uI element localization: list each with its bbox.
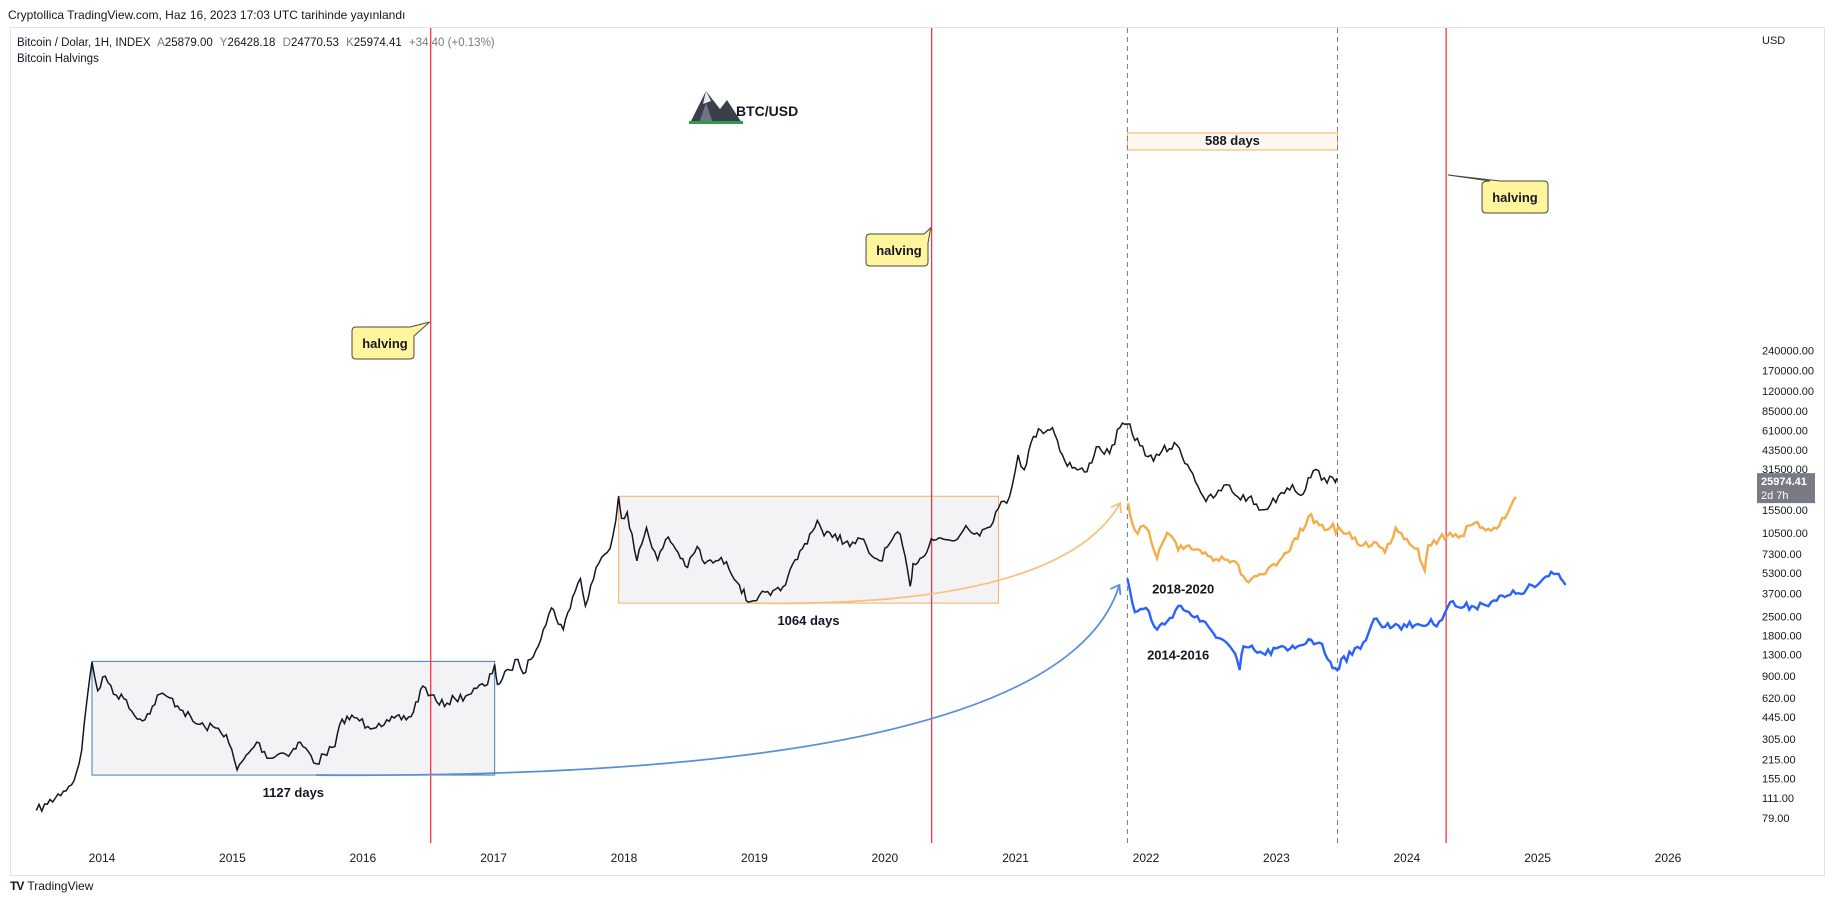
x-tick-label: 2026 xyxy=(1655,851,1682,865)
halving-callout-0[interactable] xyxy=(351,321,431,360)
low-value: 24770.53 xyxy=(290,37,339,49)
y-tick-label: 155.00 xyxy=(1762,774,1796,786)
y-tick-label: 215.00 xyxy=(1762,755,1796,767)
arrow-2014-2016 xyxy=(316,584,1121,777)
y-tick-label: 2500.00 xyxy=(1762,612,1802,624)
x-tick-label: 2022 xyxy=(1133,851,1160,865)
price-tag-value: 25974.41 xyxy=(1761,476,1807,488)
x-tick-label: 2017 xyxy=(480,851,507,865)
chart-title: BTC/USD xyxy=(736,103,798,119)
halving-callout-label-2: halving xyxy=(1492,190,1538,205)
axes: 2014 2015 2016 2017 2018 2019 2020 2021 2022 2023… xyxy=(89,35,1815,865)
y-tick-label: 111.00 xyxy=(1762,793,1794,805)
currency-label: USD xyxy=(1762,35,1785,47)
y-tick-label: 620.00 xyxy=(1762,693,1796,705)
range-label-0: 1127 days xyxy=(263,785,324,800)
y-tick-label: 43500.00 xyxy=(1762,445,1808,457)
y-tick-label: 7300.00 xyxy=(1762,549,1802,561)
halving-callout-1[interactable] xyxy=(865,226,932,267)
x-tick-label: 2015 xyxy=(219,851,246,865)
y-tick-label: 305.00 xyxy=(1762,734,1796,746)
close-label: K xyxy=(346,37,354,49)
price-series xyxy=(35,422,1567,814)
range-labels: 1127 days 1064 days 588 days 2018-2020 2014-… xyxy=(263,133,1260,800)
btc-watermark: BTC/USD xyxy=(689,91,798,124)
overlay-series-2014-2016[interactable] xyxy=(1126,569,1567,672)
y-tick-label: 79.00 xyxy=(1762,813,1790,825)
x-tick-label: 2024 xyxy=(1393,851,1420,865)
price-tag xyxy=(1757,473,1815,504)
x-tick-label: 2023 xyxy=(1263,851,1290,865)
y-tick-label: 1800.00 xyxy=(1762,631,1802,643)
y-tick-label: 85000.00 xyxy=(1762,406,1808,418)
halving-callout-label-0: halving xyxy=(362,336,408,351)
arrow-2014-2016-head-icon xyxy=(1110,583,1122,596)
overlay-series-2018-2020[interactable] xyxy=(1126,496,1517,584)
arrow-2018-2020 xyxy=(750,502,1121,605)
range-boxes xyxy=(91,132,1339,776)
x-tick-label: 2021 xyxy=(1002,851,1029,865)
range-box-1[interactable] xyxy=(618,495,999,604)
tradingview-footer[interactable]: TV TradingView xyxy=(10,879,93,893)
halving-callout-2[interactable] xyxy=(1448,174,1549,214)
y-tick-label: 10500.00 xyxy=(1762,528,1808,540)
chart-frame xyxy=(10,27,1825,876)
x-tick-label: 2018 xyxy=(611,851,638,865)
range-box-0[interactable] xyxy=(91,660,496,776)
indicator-row[interactable]: Bitcoin Halvings xyxy=(17,51,495,67)
vertical-lines xyxy=(430,28,1447,843)
tradingview-brand: TradingView xyxy=(27,879,94,893)
y-tick-label: 5300.00 xyxy=(1762,568,1802,580)
x-tick-label: 2014 xyxy=(89,851,116,865)
y-tick-label: 3700.00 xyxy=(1762,589,1802,601)
x-tick-label: 2019 xyxy=(741,851,768,865)
y-tick-label: 1300.00 xyxy=(1762,650,1802,662)
publish-caption: Cryptollica TradingView.com, Haz 16, 202… xyxy=(8,8,406,22)
tradingview-logo-icon: TV xyxy=(10,879,24,893)
halving-callouts: halving halving halving xyxy=(351,174,1549,360)
open-value: 25879.00 xyxy=(164,37,213,49)
y-tick-label: 15500.00 xyxy=(1762,505,1808,517)
arrow-2018-2020-head-icon xyxy=(1110,501,1123,514)
projection-arrows xyxy=(316,501,1123,777)
series-label-2014-2016: 2014-2016 xyxy=(1147,647,1209,662)
y-tick-label: 170000.00 xyxy=(1762,366,1814,378)
range-box-2[interactable] xyxy=(1126,132,1339,151)
y-tick-label: 445.00 xyxy=(1762,712,1796,724)
low-label: D xyxy=(282,37,291,49)
y-tick-label: 61000.00 xyxy=(1762,425,1808,437)
y-tick-label: 900.00 xyxy=(1762,671,1796,683)
y-tick-label: 31500.00 xyxy=(1762,464,1808,476)
halving-callout-label-1: halving xyxy=(876,243,922,258)
mountain-logo-icon xyxy=(689,91,743,124)
price-tag-countdown: 2d 7h xyxy=(1761,490,1789,502)
x-tick-label: 2016 xyxy=(349,851,376,865)
y-tick-label: 240000.00 xyxy=(1762,345,1814,357)
high-label: Y xyxy=(219,37,228,49)
indicator-label[interactable]: Bitcoin Halvings xyxy=(17,53,99,65)
range-label-1: 1064 days xyxy=(777,613,839,628)
series-label-2018-2020: 2018-2020 xyxy=(1152,581,1214,596)
y-tick-label: 120000.00 xyxy=(1762,386,1814,398)
x-tick-label: 2025 xyxy=(1524,851,1551,865)
high-value: 26428.18 xyxy=(227,37,276,49)
close-value: 25974.41 xyxy=(353,37,402,49)
open-label: A xyxy=(157,37,165,49)
range-label-2: 588 days xyxy=(1205,133,1260,148)
x-tick-label: 2020 xyxy=(871,851,898,865)
symbol-label[interactable]: Bitcoin / Dolar, 1H, INDEX xyxy=(17,37,151,49)
btc-price-line[interactable] xyxy=(35,422,1339,814)
